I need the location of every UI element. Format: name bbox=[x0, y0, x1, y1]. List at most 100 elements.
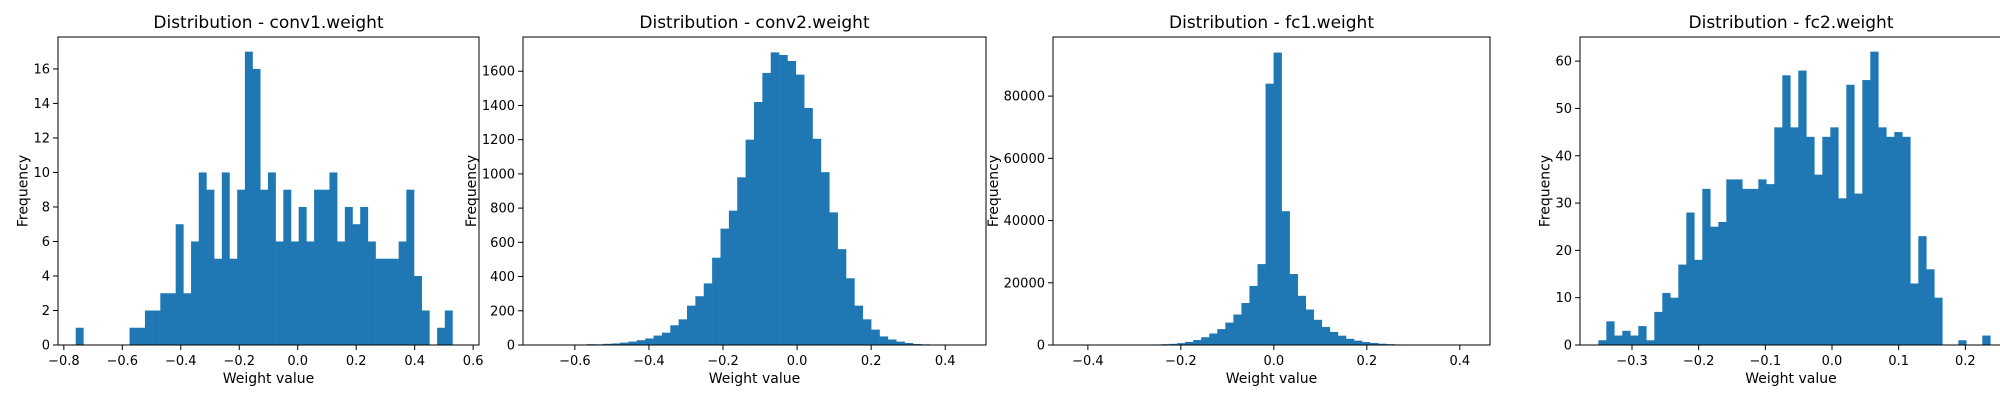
chart-title: Distribution - fc2.weight bbox=[1689, 13, 1894, 33]
histogram-bar bbox=[1902, 136, 1911, 345]
histogram-bar bbox=[1958, 340, 1967, 345]
histogram-bar bbox=[367, 241, 376, 345]
histogram-bar bbox=[703, 283, 713, 345]
histogram-bar bbox=[152, 310, 161, 345]
histogram-bar bbox=[645, 338, 654, 345]
histogram-bar bbox=[611, 343, 621, 345]
histogram-bar bbox=[1694, 259, 1703, 345]
histogram-bar bbox=[1273, 52, 1282, 346]
y-tick-label: 12 bbox=[33, 131, 50, 146]
chart-title: Distribution - conv2.weight bbox=[639, 13, 870, 33]
x-tick-label: −0.6 bbox=[559, 354, 591, 369]
histogram-bar bbox=[1233, 314, 1242, 345]
histogram-bar bbox=[1313, 319, 1323, 345]
histogram-bar bbox=[737, 177, 746, 345]
y-tick-label: 6 bbox=[42, 235, 50, 250]
y-axis-label: Frequency bbox=[986, 155, 1002, 227]
x-tick-label: −0.2 bbox=[707, 354, 739, 369]
y-tick-label: 20000 bbox=[1004, 276, 1045, 291]
histogram-bar bbox=[1934, 297, 1943, 345]
histogram-bar bbox=[1854, 193, 1863, 345]
histogram-bar bbox=[321, 189, 330, 345]
histogram-bar bbox=[829, 212, 838, 345]
histogram-bar bbox=[1345, 338, 1355, 345]
x-tick-label: −0.8 bbox=[48, 354, 80, 369]
histogram-bar bbox=[1678, 264, 1687, 345]
histogram-bar bbox=[129, 327, 138, 345]
histogram-bar bbox=[137, 327, 146, 345]
y-axis-label: Frequency bbox=[464, 155, 480, 227]
histogram-bar bbox=[167, 293, 176, 345]
y-tick-label: 80000 bbox=[1004, 90, 1045, 105]
histogram-bar bbox=[712, 257, 721, 345]
histogram-bar bbox=[398, 241, 407, 345]
histogram-bar bbox=[636, 340, 646, 345]
x-tick-label: −0.2 bbox=[1165, 354, 1197, 369]
y-tick-label: 50 bbox=[1555, 102, 1572, 117]
histogram-bar bbox=[260, 189, 269, 345]
histogram-bar bbox=[1670, 297, 1679, 345]
histogram-bar bbox=[406, 189, 415, 345]
histogram-bar bbox=[1750, 188, 1759, 345]
y-tick-label: 800 bbox=[490, 202, 515, 217]
histogram-bar bbox=[1241, 303, 1250, 345]
histogram-bar bbox=[1814, 174, 1823, 345]
x-tick-label: −0.2 bbox=[1683, 354, 1715, 369]
histogram-bar bbox=[1710, 226, 1719, 345]
histogram-bar bbox=[237, 189, 246, 345]
y-tick-label: 10 bbox=[1555, 291, 1572, 306]
histogram-bar bbox=[1806, 136, 1815, 345]
histogram-bar bbox=[183, 293, 192, 345]
histogram-bar bbox=[1289, 274, 1298, 345]
x-tick-label: 0.6 bbox=[463, 354, 484, 369]
histogram-bar bbox=[812, 138, 822, 345]
histogram-bar bbox=[1209, 333, 1218, 345]
histogram-bar bbox=[1169, 343, 1178, 345]
histogram-bar bbox=[1686, 212, 1695, 345]
y-tick-label: 0 bbox=[1564, 339, 1572, 354]
histogram-bar bbox=[753, 102, 763, 346]
histogram-bar bbox=[1830, 127, 1839, 346]
x-tick-label: 0.0 bbox=[1263, 354, 1284, 369]
histogram-bar bbox=[437, 327, 446, 345]
histogram-bar bbox=[1249, 285, 1258, 345]
histogram-bar bbox=[628, 341, 638, 345]
histogram-bar bbox=[283, 189, 292, 345]
histogram-bar bbox=[1646, 340, 1655, 345]
histogram-bar bbox=[1622, 330, 1631, 345]
x-tick-label: 0.0 bbox=[287, 354, 308, 369]
histogram-bar bbox=[344, 206, 353, 345]
y-tick-label: 400 bbox=[490, 270, 515, 285]
y-tick-label: 16 bbox=[33, 62, 50, 77]
histogram-bar bbox=[1185, 341, 1194, 345]
histogram-bar bbox=[414, 275, 422, 345]
histogram-bar bbox=[1718, 221, 1727, 345]
histogram-bars bbox=[75, 51, 453, 346]
histogram-bar bbox=[795, 74, 805, 345]
histogram-bar bbox=[770, 52, 780, 346]
x-tick-label: −0.3 bbox=[1616, 354, 1648, 369]
y-axis-label: Frequency bbox=[16, 155, 32, 227]
histogram-bar bbox=[745, 139, 755, 345]
histogram-bar bbox=[837, 249, 847, 345]
histogram-bar bbox=[1822, 136, 1831, 345]
subplot-1: −0.8 −0.6 −0.4 −0.2 0.0 0.2 0.4 0.6 0 2 4 6 8 10 12 14 1… bbox=[16, 13, 484, 387]
histogram-bar bbox=[1297, 295, 1307, 345]
x-tick-label: 0.4 bbox=[935, 354, 956, 369]
histogram-bar bbox=[862, 319, 872, 345]
histogram-bar bbox=[352, 224, 361, 345]
x-tick-label: 0.4 bbox=[404, 354, 425, 369]
histogram-bar bbox=[1378, 343, 1387, 345]
histogram-bar bbox=[1329, 331, 1339, 345]
x-tick-label: 0.2 bbox=[861, 354, 882, 369]
histogram-bar bbox=[1201, 337, 1210, 345]
histogram-bar bbox=[1217, 329, 1226, 345]
y-tick-label: 1400 bbox=[482, 99, 515, 114]
y-tick-label: 2 bbox=[42, 304, 50, 319]
histogram-bar bbox=[1766, 184, 1775, 345]
x-tick-label: −0.2 bbox=[223, 354, 255, 369]
x-tick-label: −0.4 bbox=[1072, 354, 1104, 369]
histogram-bar bbox=[306, 241, 315, 345]
histogram-bar bbox=[762, 72, 771, 346]
